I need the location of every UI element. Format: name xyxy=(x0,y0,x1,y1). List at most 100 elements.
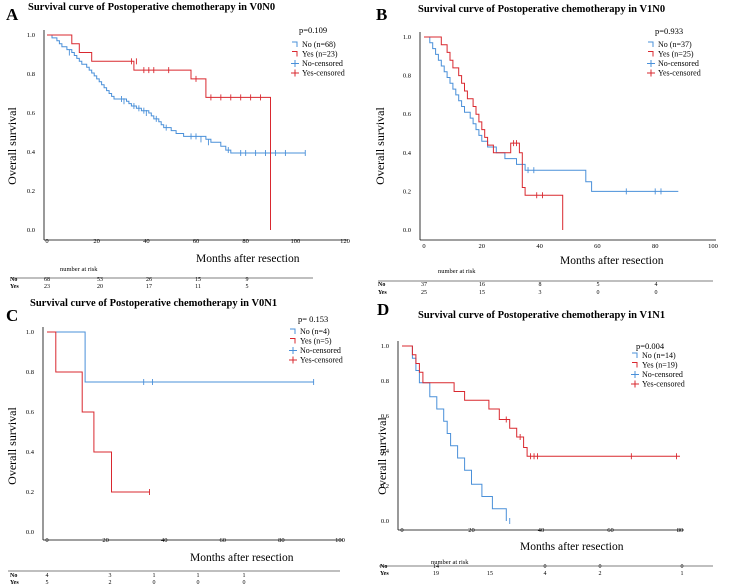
survival-line-yes xyxy=(402,345,680,457)
y-tick-label: 0.2 xyxy=(26,489,34,496)
x-tick-label: 100 xyxy=(708,243,718,250)
legend-label: Yes (n=23) xyxy=(302,50,338,59)
p-value: p=0.109 xyxy=(299,25,327,35)
legend-label: No-censored xyxy=(642,370,683,379)
x-tick-label: 60 xyxy=(594,243,601,250)
y-tick-label: 0.0 xyxy=(403,227,411,234)
y-tick-label: 1.0 xyxy=(27,32,35,39)
risk-count: 5 xyxy=(597,282,600,288)
x-tick-label: 40 xyxy=(143,238,150,245)
y-tick-label: 0.0 xyxy=(27,227,35,234)
legend-label: No (n=37) xyxy=(658,40,692,49)
y-tick-label: 0.6 xyxy=(381,413,390,420)
x-tick-label: 0 xyxy=(45,238,48,245)
y-tick-label: 0.6 xyxy=(403,111,412,118)
x-axis-label: Months after resection xyxy=(520,541,624,553)
y-axis-label: Overall survival xyxy=(5,107,19,185)
x-tick-label: 20 xyxy=(468,527,475,534)
p-value: p=0.933 xyxy=(655,26,683,36)
risk-row-label: Yes xyxy=(380,571,389,577)
panel-b: B Survival curve of Postoperative chemoth… xyxy=(373,4,718,296)
risk-count: 2 xyxy=(109,580,112,586)
y-tick-label: 0.6 xyxy=(27,110,36,117)
x-tick-label: 0 xyxy=(45,537,48,544)
y-tick-label: 0.8 xyxy=(27,71,35,78)
risk-table-header: number at risk xyxy=(60,266,98,273)
y-tick-label: 0.4 xyxy=(27,149,36,156)
x-axis-label: Months after resection xyxy=(560,255,664,267)
y-tick-label: 0.0 xyxy=(26,529,34,536)
legend-label: No-censored xyxy=(302,59,343,68)
survival-line-no xyxy=(424,36,679,192)
y-tick-label: 0.4 xyxy=(26,449,35,456)
y-tick-label: 0.8 xyxy=(381,378,389,385)
legend-label: No-censored xyxy=(300,346,341,355)
chart-title: Survival curve of Postoperative chemothe… xyxy=(30,298,277,309)
legend-line-symbol xyxy=(648,51,654,57)
y-axis-label: Overall survival xyxy=(375,417,389,495)
risk-row-label: No xyxy=(378,282,385,288)
risk-count: 37 xyxy=(421,282,427,288)
legend-line-symbol xyxy=(290,328,296,334)
risk-count: 1 xyxy=(681,571,684,577)
y-tick-label: 1.0 xyxy=(381,343,389,350)
chart-title: Survival curve of Postoperative chemothe… xyxy=(418,310,665,321)
risk-count: 26 xyxy=(146,277,152,283)
survival-line-yes xyxy=(47,34,271,230)
x-tick-label: 80 xyxy=(652,243,659,250)
risk-count: 4 xyxy=(544,571,547,577)
y-tick-label: 0.6 xyxy=(26,409,35,416)
survival-line-no xyxy=(402,345,507,521)
risk-count: 0 xyxy=(681,564,684,570)
x-tick-label: 60 xyxy=(220,537,227,544)
y-tick-label: 0.2 xyxy=(403,188,411,195)
risk-count: 1 xyxy=(153,573,156,579)
legend-label: Yes (n=5) xyxy=(300,337,332,346)
risk-count: 9 xyxy=(246,277,249,283)
risk-count: 17 xyxy=(146,284,152,290)
risk-count: 5 xyxy=(46,580,49,586)
x-tick-label: 60 xyxy=(607,527,614,534)
risk-count: 0 xyxy=(655,290,658,296)
x-axis-label: Months after resection xyxy=(190,552,294,564)
risk-count: 2 xyxy=(599,571,602,577)
risk-count: 11 xyxy=(195,284,201,290)
panel-letter: A xyxy=(6,5,19,24)
legend-label: Yes-censored xyxy=(300,356,343,365)
legend-line-symbol xyxy=(292,41,298,47)
risk-table-header: number at risk xyxy=(438,268,476,275)
chart-title: Survival curve of Postoperative chemothe… xyxy=(418,4,665,15)
p-value: p= 0.153 xyxy=(298,314,328,324)
x-tick-label: 100 xyxy=(335,537,345,544)
x-tick-label: 20 xyxy=(102,537,109,544)
risk-row-label: Yes xyxy=(378,290,387,296)
risk-count: 0 xyxy=(243,580,246,586)
x-tick-label: 40 xyxy=(536,243,543,250)
x-tick-label: 80 xyxy=(677,527,684,534)
risk-row-label: Yes xyxy=(10,580,19,586)
panel-a: A Survival curve of Postoperative chemoth… xyxy=(5,2,350,290)
x-axis-label: Months after resection xyxy=(196,253,300,265)
risk-count: 23 xyxy=(44,284,50,290)
risk-count: 3 xyxy=(539,290,542,296)
legend-line-symbol xyxy=(632,362,638,368)
risk-count: 15 xyxy=(195,277,201,283)
survival-line-no xyxy=(47,34,306,154)
panel-letter: B xyxy=(376,5,387,24)
risk-count: 0 xyxy=(599,564,602,570)
x-tick-label: 100 xyxy=(290,238,300,245)
legend-label: No (n=68) xyxy=(302,40,336,49)
risk-count: 0 xyxy=(597,290,600,296)
legend-line-symbol xyxy=(290,338,296,344)
legend-label: Yes (n=25) xyxy=(658,50,694,59)
risk-count: 14 xyxy=(433,564,439,570)
y-tick-label: 0.4 xyxy=(381,448,390,455)
legend-label: Yes (n=19) xyxy=(642,361,678,370)
y-tick-label: 1.0 xyxy=(403,34,411,41)
panel-d: D Survival curve of Postoperative chemoth… xyxy=(375,300,713,577)
risk-row-label: Yes xyxy=(10,284,19,290)
y-tick-label: 0.2 xyxy=(381,483,389,490)
x-tick-label: 20 xyxy=(93,238,100,245)
y-axis-label: Overall survival xyxy=(5,407,19,485)
